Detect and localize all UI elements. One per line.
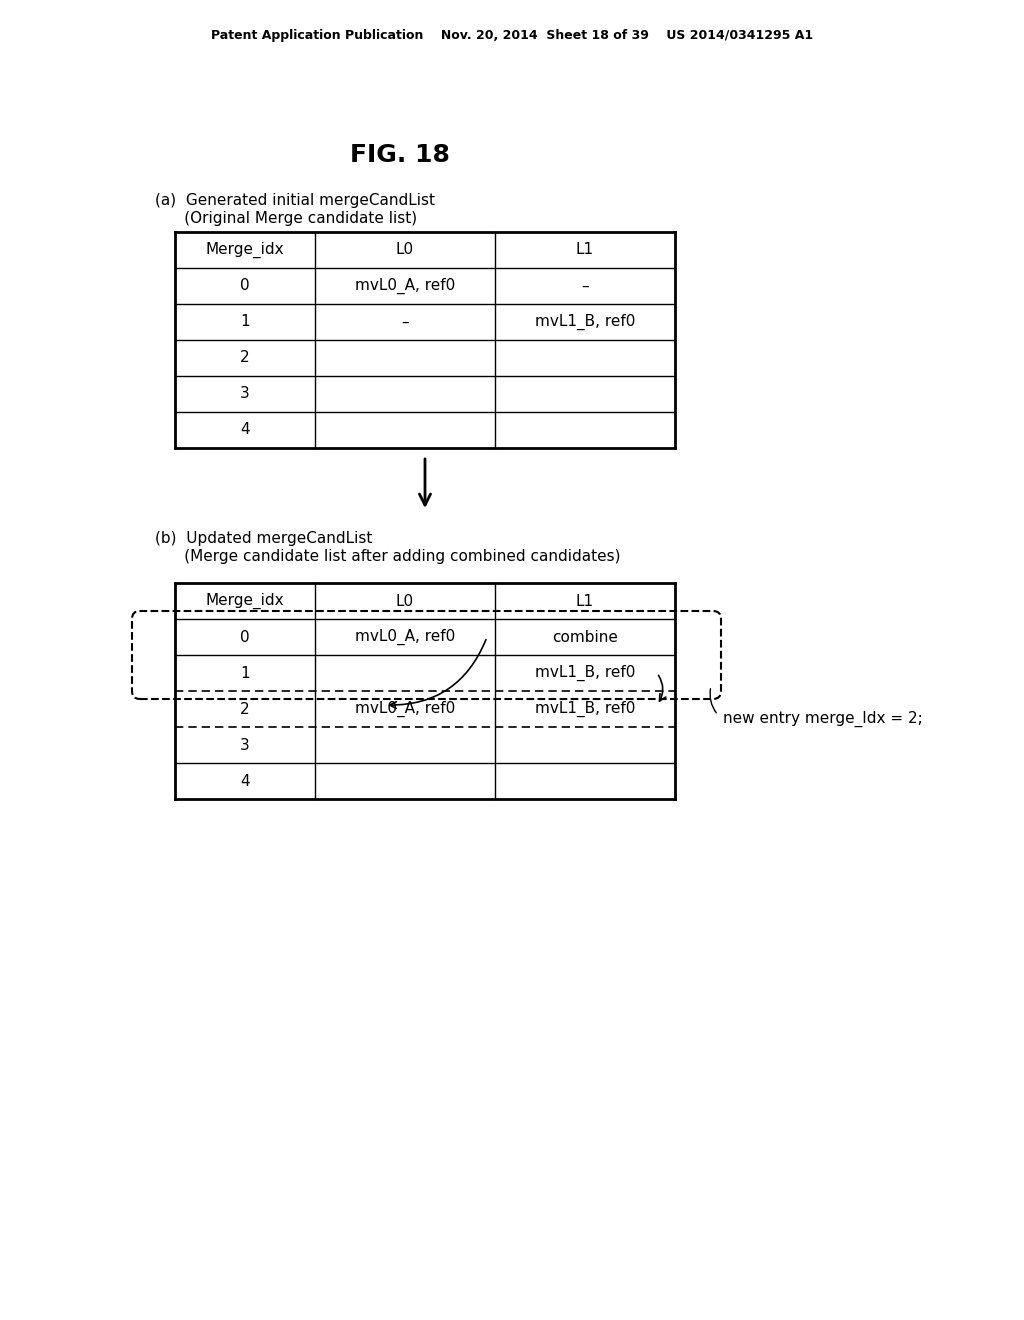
Text: Patent Application Publication    Nov. 20, 2014  Sheet 18 of 39    US 2014/03412: Patent Application Publication Nov. 20, … — [211, 29, 813, 41]
Text: FIG. 18: FIG. 18 — [350, 143, 450, 168]
Text: Merge_idx: Merge_idx — [206, 593, 285, 609]
Text: mvL1_B, ref0: mvL1_B, ref0 — [535, 665, 635, 681]
Text: (Original Merge candidate list): (Original Merge candidate list) — [155, 210, 417, 226]
FancyArrowPatch shape — [710, 689, 716, 713]
Text: L1: L1 — [575, 243, 594, 257]
Text: 4: 4 — [241, 422, 250, 437]
Text: 3: 3 — [240, 738, 250, 752]
Text: mvL0_A, ref0: mvL0_A, ref0 — [355, 628, 455, 645]
Text: (a)  Generated initial mergeCandList: (a) Generated initial mergeCandList — [155, 193, 435, 207]
Text: 4: 4 — [241, 774, 250, 788]
Text: 2: 2 — [241, 351, 250, 366]
Text: (b)  Updated mergeCandList: (b) Updated mergeCandList — [155, 532, 373, 546]
Text: combine: combine — [552, 630, 617, 644]
Text: new entry merge_Idx = 2;: new entry merge_Idx = 2; — [723, 711, 923, 727]
Text: 1: 1 — [241, 665, 250, 681]
Text: L0: L0 — [396, 594, 414, 609]
Text: 1: 1 — [241, 314, 250, 330]
Text: 3: 3 — [240, 387, 250, 401]
Text: Merge_idx: Merge_idx — [206, 242, 285, 259]
Text: –: – — [401, 314, 409, 330]
Text: L1: L1 — [575, 594, 594, 609]
Text: mvL0_A, ref0: mvL0_A, ref0 — [355, 279, 455, 294]
Text: 0: 0 — [241, 279, 250, 293]
Text: mvL1_B, ref0: mvL1_B, ref0 — [535, 701, 635, 717]
Text: L0: L0 — [396, 243, 414, 257]
Text: mvL0_A, ref0: mvL0_A, ref0 — [355, 701, 455, 717]
Text: –: – — [582, 279, 589, 293]
Text: (Merge candidate list after adding combined candidates): (Merge candidate list after adding combi… — [155, 549, 621, 565]
Text: mvL1_B, ref0: mvL1_B, ref0 — [535, 314, 635, 330]
Text: 2: 2 — [241, 701, 250, 717]
Text: 0: 0 — [241, 630, 250, 644]
